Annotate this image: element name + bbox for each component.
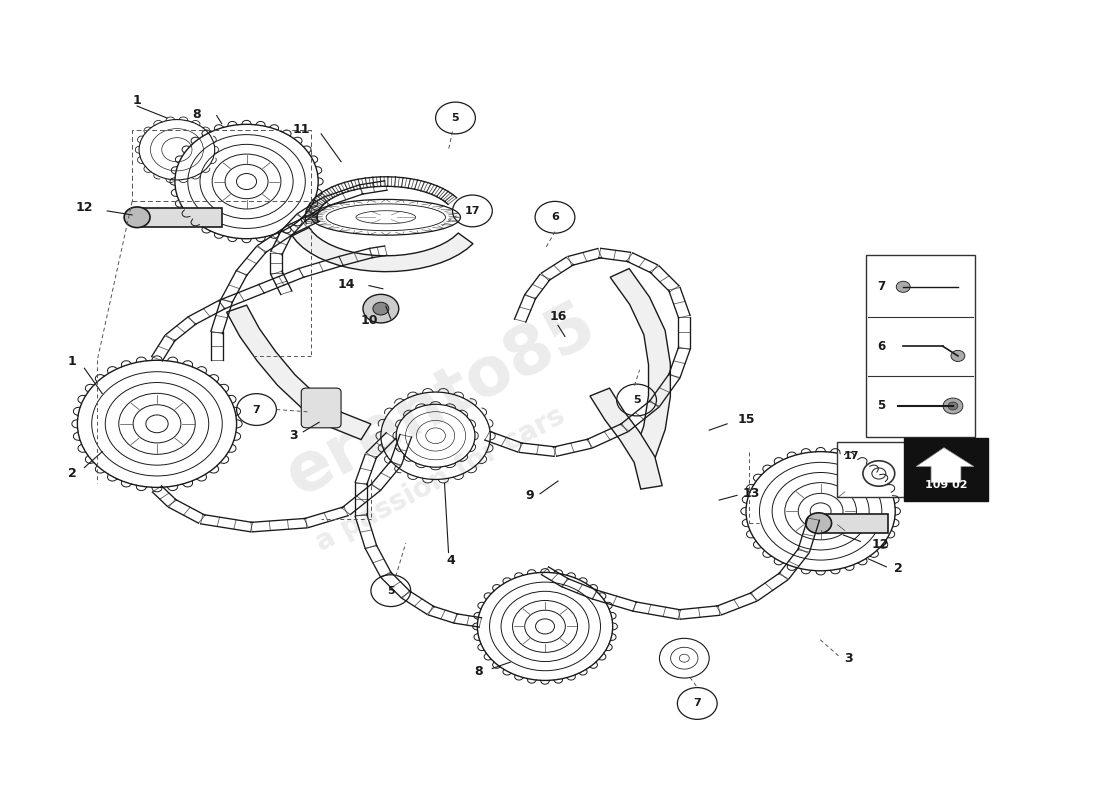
Text: 9: 9 [526,489,535,502]
Text: 4: 4 [447,554,455,567]
Text: 16: 16 [549,310,566,323]
Text: 8: 8 [474,666,483,678]
Text: 2: 2 [894,562,903,575]
Text: 3: 3 [289,430,298,442]
Text: 5: 5 [877,399,886,413]
Polygon shape [818,514,889,533]
Text: 11: 11 [293,123,310,136]
FancyBboxPatch shape [867,255,975,438]
FancyBboxPatch shape [836,442,905,497]
FancyBboxPatch shape [904,438,988,501]
Circle shape [948,402,958,410]
Text: 109 02: 109 02 [925,480,967,490]
FancyBboxPatch shape [301,388,341,428]
Text: 10: 10 [360,314,377,327]
Text: 3: 3 [844,652,852,665]
Circle shape [943,398,962,414]
Text: 17: 17 [844,450,859,461]
Text: 14: 14 [338,278,355,291]
Circle shape [952,350,965,362]
Text: 5: 5 [387,586,395,596]
Polygon shape [916,448,974,482]
Text: a passion for cars: a passion for cars [311,402,570,557]
Text: 5: 5 [632,395,640,405]
Polygon shape [293,227,473,272]
Polygon shape [590,388,662,489]
Text: 6: 6 [877,340,886,353]
Polygon shape [610,269,670,458]
Text: 12: 12 [76,202,94,214]
Text: 7: 7 [878,280,886,294]
Circle shape [363,294,399,323]
Text: 7: 7 [693,698,701,709]
Circle shape [124,207,150,228]
Text: 2: 2 [68,466,77,479]
Text: 12: 12 [871,538,889,551]
Text: 6: 6 [551,212,559,222]
Circle shape [805,513,832,534]
Text: erento85: erento85 [274,290,607,510]
Text: 7: 7 [253,405,261,414]
Text: 8: 8 [192,107,201,121]
Text: 17: 17 [464,206,480,216]
Text: 15: 15 [737,414,755,426]
Polygon shape [138,208,222,227]
Polygon shape [227,305,371,439]
Text: 13: 13 [742,487,760,500]
Circle shape [896,282,910,292]
Text: 5: 5 [452,113,460,123]
Circle shape [373,302,388,315]
Text: 1: 1 [68,355,77,368]
Text: 1: 1 [133,94,142,107]
